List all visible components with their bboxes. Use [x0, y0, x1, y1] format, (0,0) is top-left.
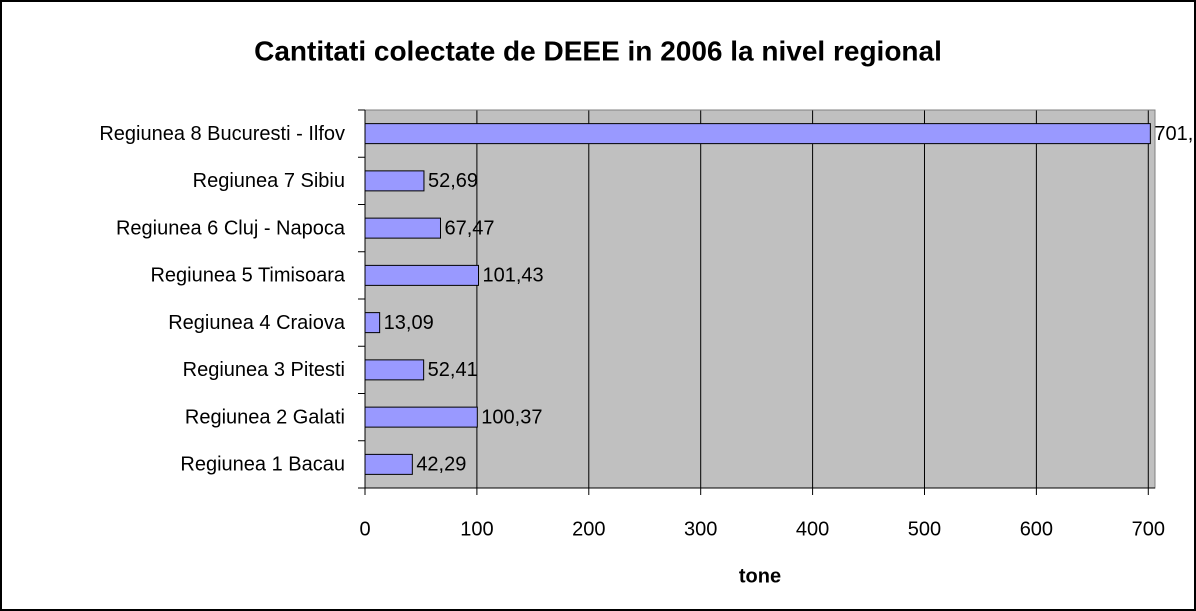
y-tick-label: Regiunea 8 Bucuresti - Ilfov — [99, 123, 345, 145]
data-label: 67,47 — [444, 217, 494, 239]
data-label: 101,43 — [482, 265, 543, 287]
bar — [364, 406, 478, 428]
data-label: 13,09 — [384, 312, 434, 334]
data-label: 52,69 — [428, 170, 478, 192]
bar — [364, 359, 425, 381]
x-tick-label: 700 — [1132, 518, 1165, 540]
bar — [364, 453, 413, 475]
data-label: 52,41 — [428, 359, 478, 381]
y-tick-label: Regiunea 5 Timisoara — [150, 265, 345, 287]
data-label: 100,37 — [481, 406, 542, 428]
y-tick-label: Regiunea 2 Galati — [185, 406, 345, 428]
x-tick-label: 600 — [1020, 518, 1053, 540]
x-tick-label: 0 — [359, 518, 370, 540]
bar — [364, 170, 425, 192]
bar — [364, 217, 441, 239]
x-axis-label: tone — [739, 565, 781, 587]
chart-title: Cantitati colectate de DEEE in 2006 la n… — [254, 35, 942, 66]
y-tick-label: Regiunea 1 Bacau — [180, 454, 345, 476]
y-tick-label: Regiunea 6 Cluj - Napoca — [116, 217, 346, 239]
bar — [364, 123, 1151, 145]
x-tick-label: 300 — [684, 518, 717, 540]
y-tick-label: Regiunea 4 Craiova — [168, 312, 346, 334]
y-tick-label: Regiunea 3 Pitesti — [183, 359, 345, 381]
plot-area — [365, 110, 1155, 488]
x-tick-label: 100 — [460, 518, 493, 540]
data-label: 701,85 — [1154, 123, 1196, 145]
x-tick-label: 400 — [796, 518, 829, 540]
x-tick-label: 500 — [908, 518, 941, 540]
data-label: 42,29 — [416, 454, 466, 476]
bar — [364, 264, 479, 286]
x-tick-label: 200 — [572, 518, 605, 540]
y-tick-label: Regiunea 7 Sibiu — [193, 170, 345, 192]
bar — [364, 312, 381, 334]
